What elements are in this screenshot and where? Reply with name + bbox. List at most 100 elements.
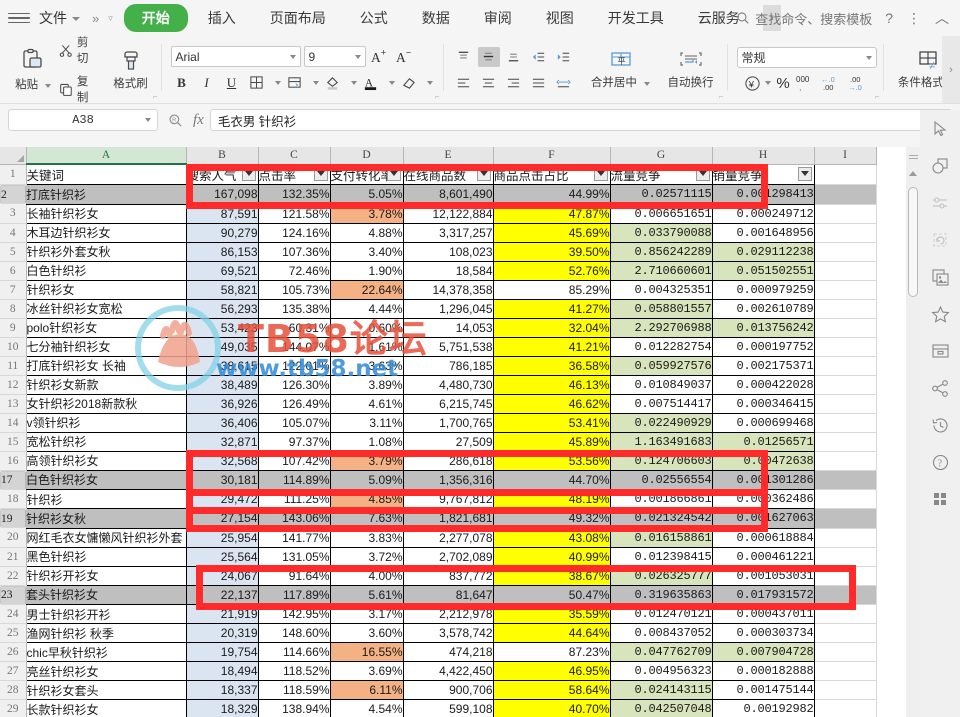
cell-sales-competition-23[interactable]: 0.017931572 — [712, 585, 815, 605]
cell-search-popularity-9[interactable]: 53,423 — [186, 318, 259, 338]
cell-sales-competition-5[interactable]: 0.029112238 — [712, 242, 815, 262]
percent-button[interactable]: % — [776, 75, 789, 92]
cell-sales-competition-19[interactable]: 0.001627063 — [712, 508, 815, 529]
cell-traffic-competition-8[interactable]: 0.058801557 — [610, 299, 713, 319]
tab-data[interactable]: 数据 — [421, 10, 450, 26]
cell-sales-competition-4[interactable]: 0.001648956 — [712, 223, 815, 243]
ribbon-overflow-button[interactable]: › — [942, 36, 960, 103]
fill-color-button[interactable] — [322, 72, 344, 93]
cell-sales-competition-10[interactable]: 0.000197752 — [712, 337, 815, 357]
copy-button[interactable]: 复制 — [56, 72, 100, 106]
spreadsheet-grid[interactable]: A B C D E F G H I 1 关键词 搜索人气 点击率 支付转化率 — [0, 147, 960, 717]
cell-I12[interactable] — [814, 375, 877, 395]
cursor-icon[interactable] — [927, 116, 953, 142]
cell-I14[interactable] — [814, 413, 877, 433]
increase-font-size-button[interactable]: A + — [369, 46, 391, 67]
cell-keyword-8[interactable]: 冰丝针织衫女宽松 — [26, 299, 187, 319]
row-header-19[interactable]: 19 — [0, 509, 26, 528]
cell-traffic-competition-11[interactable]: 0.059927576 — [610, 356, 713, 376]
cell-pay-conversion-15[interactable]: 1.08% — [330, 432, 404, 452]
cell-search-popularity-20[interactable]: 25,954 — [186, 528, 259, 548]
cell-search-popularity-26[interactable]: 19,754 — [186, 642, 259, 662]
cell-search-popularity-8[interactable]: 56,293 — [186, 299, 259, 319]
row-header-11[interactable]: 11 — [0, 356, 27, 376]
table-row[interactable]: 11 打底针织衫女 长袖 38,615 122.01% 3.63% 786,185 36.5… — [0, 356, 877, 376]
row-header-14[interactable]: 14 — [0, 413, 27, 433]
column-header-G[interactable]: G — [610, 147, 713, 165]
table-row[interactable]: 26 chic早秋针织衫 19,754 114.66% 16.55% 474,218 87.… — [0, 642, 877, 662]
cell-sales-competition-26[interactable]: 0.007904728 — [712, 642, 815, 662]
cell-keyword-4[interactable]: 木耳边针织衫女 — [26, 223, 187, 243]
cell-sales-competition-3[interactable]: 0.000249712 — [712, 204, 815, 224]
row-header-12[interactable]: 12 — [0, 375, 27, 395]
cell-pay-conversion-9[interactable]: 0.60% — [330, 318, 404, 338]
search-command-button[interactable]: 查找命令、搜索模板 — [732, 9, 876, 28]
cell-click-rate-8[interactable]: 135.38% — [258, 299, 331, 319]
cell-click-rate-23[interactable]: 117.89% — [258, 585, 331, 605]
cell-pay-conversion-5[interactable]: 3.40% — [330, 242, 404, 262]
cell-I21[interactable] — [814, 547, 877, 567]
table-row[interactable]: 4 木耳边针织衫女 90,279 124.16% 4.88% 3,317,257 45.69… — [0, 223, 877, 243]
underline-button[interactable]: U — [226, 74, 237, 90]
cell-click-rate-13[interactable]: 126.49% — [258, 394, 331, 414]
clipboard-dialog-launcher[interactable]: ⌐ — [152, 92, 158, 101]
cell-I29[interactable] — [814, 699, 877, 717]
cell-pay-conversion-11[interactable]: 3.63% — [330, 356, 404, 376]
distribute-button[interactable] — [553, 73, 575, 93]
cell-keyword-29[interactable]: 长款针织衫女 — [26, 699, 187, 717]
cell-click-rate-3[interactable]: 121.58% — [258, 204, 331, 224]
cell-search-popularity-19[interactable]: 27,154 — [186, 508, 259, 529]
cell-traffic-competition-20[interactable]: 0.016158861 — [610, 528, 713, 548]
row-header-4[interactable]: 4 — [0, 223, 27, 243]
row-header-7[interactable]: 7 — [0, 280, 27, 300]
tab-review[interactable]: 审阅 — [483, 10, 512, 26]
tab-insert[interactable]: 插入 — [207, 10, 236, 26]
cell-online-products-23[interactable]: 81,647 — [403, 585, 494, 605]
sliders-icon[interactable] — [927, 190, 953, 216]
cell-sales-competition-17[interactable]: 0.001301286 — [712, 470, 815, 490]
table-row[interactable]: 22 针织衫开衫女 24,067 91.64% 4.00% 837,772 38.67% 0.… — [0, 566, 877, 586]
font-color-button[interactable]: A — [360, 72, 382, 93]
cell-online-products-24[interactable]: 2,212,978 — [403, 604, 494, 624]
table-row[interactable]: 19 针织衫女秋 27,154 143.06% 7.63% 1,821,681 49.32%… — [0, 508, 877, 529]
insert-function-button[interactable]: fx — [193, 111, 204, 128]
cell-online-products-18[interactable]: 9,767,812 — [403, 489, 494, 509]
row-header-1[interactable]: 1 — [0, 164, 27, 185]
table-row[interactable]: 29 长款针织衫女 18,329 138.94% 4.54% 599,108 40.70% 0… — [0, 699, 877, 717]
cell-product-click-ratio-7[interactable]: 85.29% — [493, 280, 611, 300]
tab-formulas[interactable]: 公式 — [359, 10, 388, 26]
cell-keyword-24[interactable]: 男士针织衫开衫 — [26, 604, 187, 624]
image-icon[interactable] — [927, 264, 953, 290]
cell-sales-competition-21[interactable]: 0.000461221 — [712, 547, 815, 567]
zoom-formula-icon[interactable]: R — [164, 113, 187, 128]
decrease-font-size-button[interactable]: A − — [394, 46, 416, 67]
chevron-down-icon[interactable] — [274, 80, 281, 85]
cell-search-popularity-13[interactable]: 36,926 — [186, 394, 259, 414]
cell-keyword-7[interactable]: 针织衫女 — [26, 280, 187, 300]
cell-sales-competition-7[interactable]: 0.000979259 — [712, 280, 815, 300]
cell-product-click-ratio-8[interactable]: 41.27% — [493, 299, 611, 319]
currency-button[interactable]: ¥ — [744, 75, 772, 92]
cell-search-popularity-4[interactable]: 90,279 — [186, 223, 259, 243]
cell-click-rate-18[interactable]: 111.25% — [258, 489, 331, 509]
cell-I17[interactable] — [814, 470, 877, 490]
cell-I6[interactable] — [814, 261, 877, 281]
cell-traffic-competition-19[interactable]: 0.021324542 — [610, 508, 713, 529]
row-header-23[interactable]: 23 — [0, 585, 26, 605]
cell-product-click-ratio-11[interactable]: 36.58% — [493, 356, 611, 376]
cell-keyword-20[interactable]: 网红毛衣女慵懒风针织衫外套 — [26, 528, 187, 548]
cell-keyword-22[interactable]: 针织衫开衫女 — [26, 566, 187, 586]
cell-click-rate-26[interactable]: 114.66% — [258, 642, 331, 662]
cell-traffic-competition-26[interactable]: 0.047762709 — [610, 642, 713, 662]
cell-sales-competition-28[interactable]: 0.001475144 — [712, 680, 815, 700]
cell-I27[interactable] — [814, 661, 877, 681]
cell-click-rate-6[interactable]: 72.46% — [258, 261, 331, 281]
cell-search-popularity-7[interactable]: 58,821 — [186, 280, 259, 300]
font-dialog-launcher[interactable]: ⌐ — [434, 92, 440, 101]
row-header-21[interactable]: 21 — [0, 547, 27, 567]
cell-I13[interactable] — [814, 394, 877, 414]
cell-sales-competition-11[interactable]: 0.002175371 — [712, 356, 815, 376]
cell-click-rate-22[interactable]: 91.64% — [258, 566, 331, 586]
font-family-select[interactable]: Arial — [170, 46, 301, 67]
cell-pay-conversion-24[interactable]: 3.17% — [330, 604, 404, 624]
